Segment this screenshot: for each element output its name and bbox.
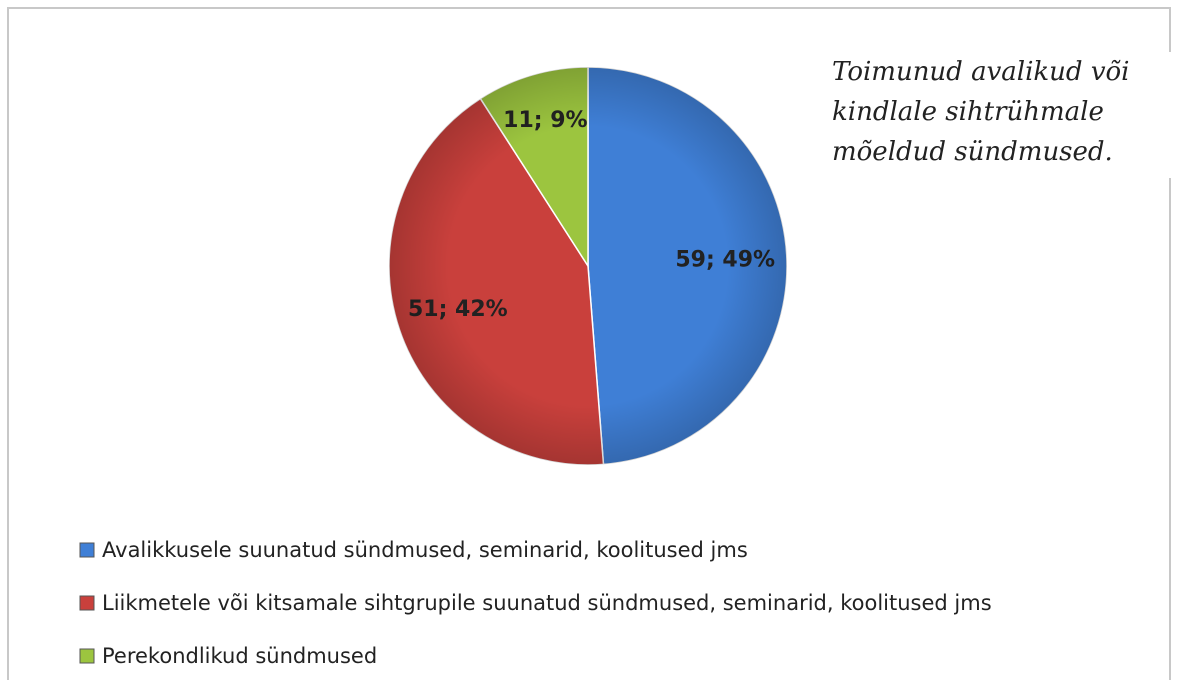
- legend-label: Perekondlikud sündmused: [102, 644, 377, 668]
- data-label: 51; 42%: [408, 297, 508, 322]
- legend-label: Liikmetele või kitsamale sihtgrupile suu…: [102, 591, 992, 615]
- data-label: 11; 9%: [503, 108, 587, 133]
- legend: Avalikkusele suunatud sündmused, seminar…: [79, 538, 992, 668]
- chart-title: Toimunud avalikud või kindlale sihtrühma…: [832, 52, 1172, 178]
- legend-swatch: [79, 595, 95, 611]
- legend-swatch: [79, 648, 95, 664]
- legend-label: Avalikkusele suunatud sündmused, seminar…: [102, 538, 748, 562]
- pie: 59; 49% 51; 42% 11; 9%: [388, 66, 788, 466]
- legend-swatch: [79, 542, 95, 558]
- data-label: 59; 49%: [675, 248, 775, 273]
- frame: [7, 7, 1171, 680]
